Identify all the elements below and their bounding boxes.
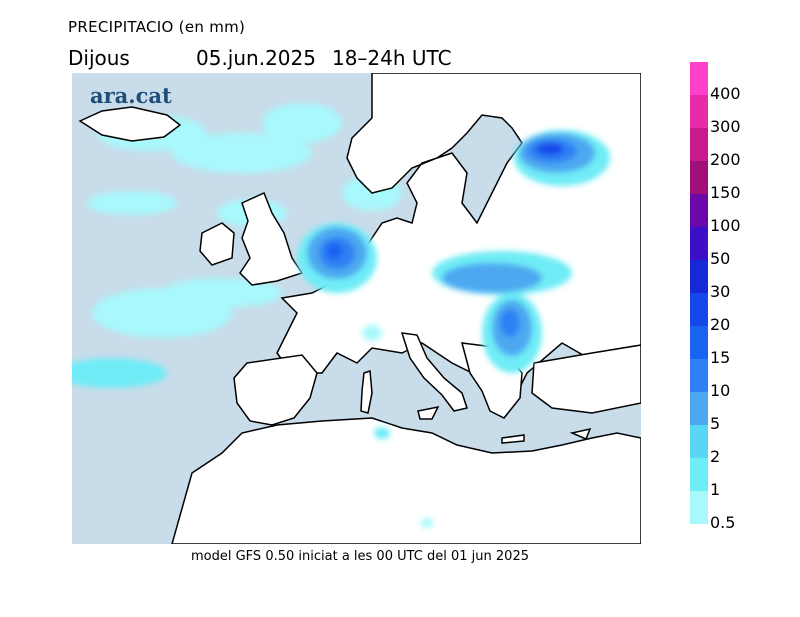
legend-swatch bbox=[690, 293, 708, 326]
great-britain bbox=[239, 191, 304, 286]
iceland bbox=[78, 106, 182, 142]
ireland bbox=[199, 222, 235, 266]
iberia bbox=[233, 354, 318, 426]
north-africa bbox=[171, 417, 641, 544]
legend-swatch bbox=[690, 260, 708, 293]
legend-label: 50 bbox=[710, 249, 731, 268]
italy bbox=[400, 332, 468, 412]
legend-swatch bbox=[690, 161, 708, 194]
legend-swatch bbox=[690, 326, 708, 359]
turkey bbox=[531, 344, 641, 414]
color-scale-legend bbox=[690, 62, 708, 524]
legend-swatch bbox=[690, 227, 708, 260]
map-svg bbox=[72, 73, 641, 544]
legend-label: 300 bbox=[710, 117, 741, 136]
sicily bbox=[417, 405, 440, 420]
cyprus bbox=[569, 427, 592, 440]
legend-swatch bbox=[690, 425, 708, 458]
brand-logo: ara.cat bbox=[90, 83, 172, 108]
forecast-day: Dijous bbox=[68, 46, 130, 70]
corsica-sardinia bbox=[360, 369, 373, 414]
legend-swatch bbox=[690, 95, 708, 128]
legend-label: 200 bbox=[710, 150, 741, 169]
forecast-period: Dijous 05.jun.2025 18–24h UTC bbox=[68, 46, 452, 70]
legend-label: 30 bbox=[710, 282, 731, 301]
legend-swatch bbox=[690, 62, 708, 95]
legend-swatch bbox=[690, 392, 708, 425]
legend-label: 0.5 bbox=[710, 513, 736, 532]
legend-swatch bbox=[690, 458, 708, 491]
forecast-hours: 18–24h UTC bbox=[331, 46, 452, 70]
legend-label: 400 bbox=[710, 84, 741, 103]
legend-label: 5 bbox=[710, 414, 721, 433]
legend-label: 20 bbox=[710, 315, 731, 334]
legend-label: 150 bbox=[710, 183, 741, 202]
legend-swatch bbox=[690, 491, 708, 524]
chart-title: PRECIPITACIO (en mm) bbox=[68, 18, 246, 36]
legend-label: 15 bbox=[710, 348, 731, 367]
forecast-date: 05.jun.2025 bbox=[196, 46, 316, 70]
legend-label: 100 bbox=[710, 216, 741, 235]
crete bbox=[501, 434, 525, 444]
legend-label: 10 bbox=[710, 381, 731, 400]
model-footer: model GFS 0.50 iniciat a les 00 UTC del … bbox=[191, 549, 529, 564]
legend-swatch bbox=[690, 359, 708, 392]
legend-swatch bbox=[690, 194, 708, 227]
precip-land-layer bbox=[297, 130, 610, 528]
legend-swatch bbox=[690, 128, 708, 161]
legend-label: 1 bbox=[710, 480, 721, 499]
legend-label: 2 bbox=[710, 447, 721, 466]
precipitation-map: ara.cat bbox=[72, 73, 641, 544]
